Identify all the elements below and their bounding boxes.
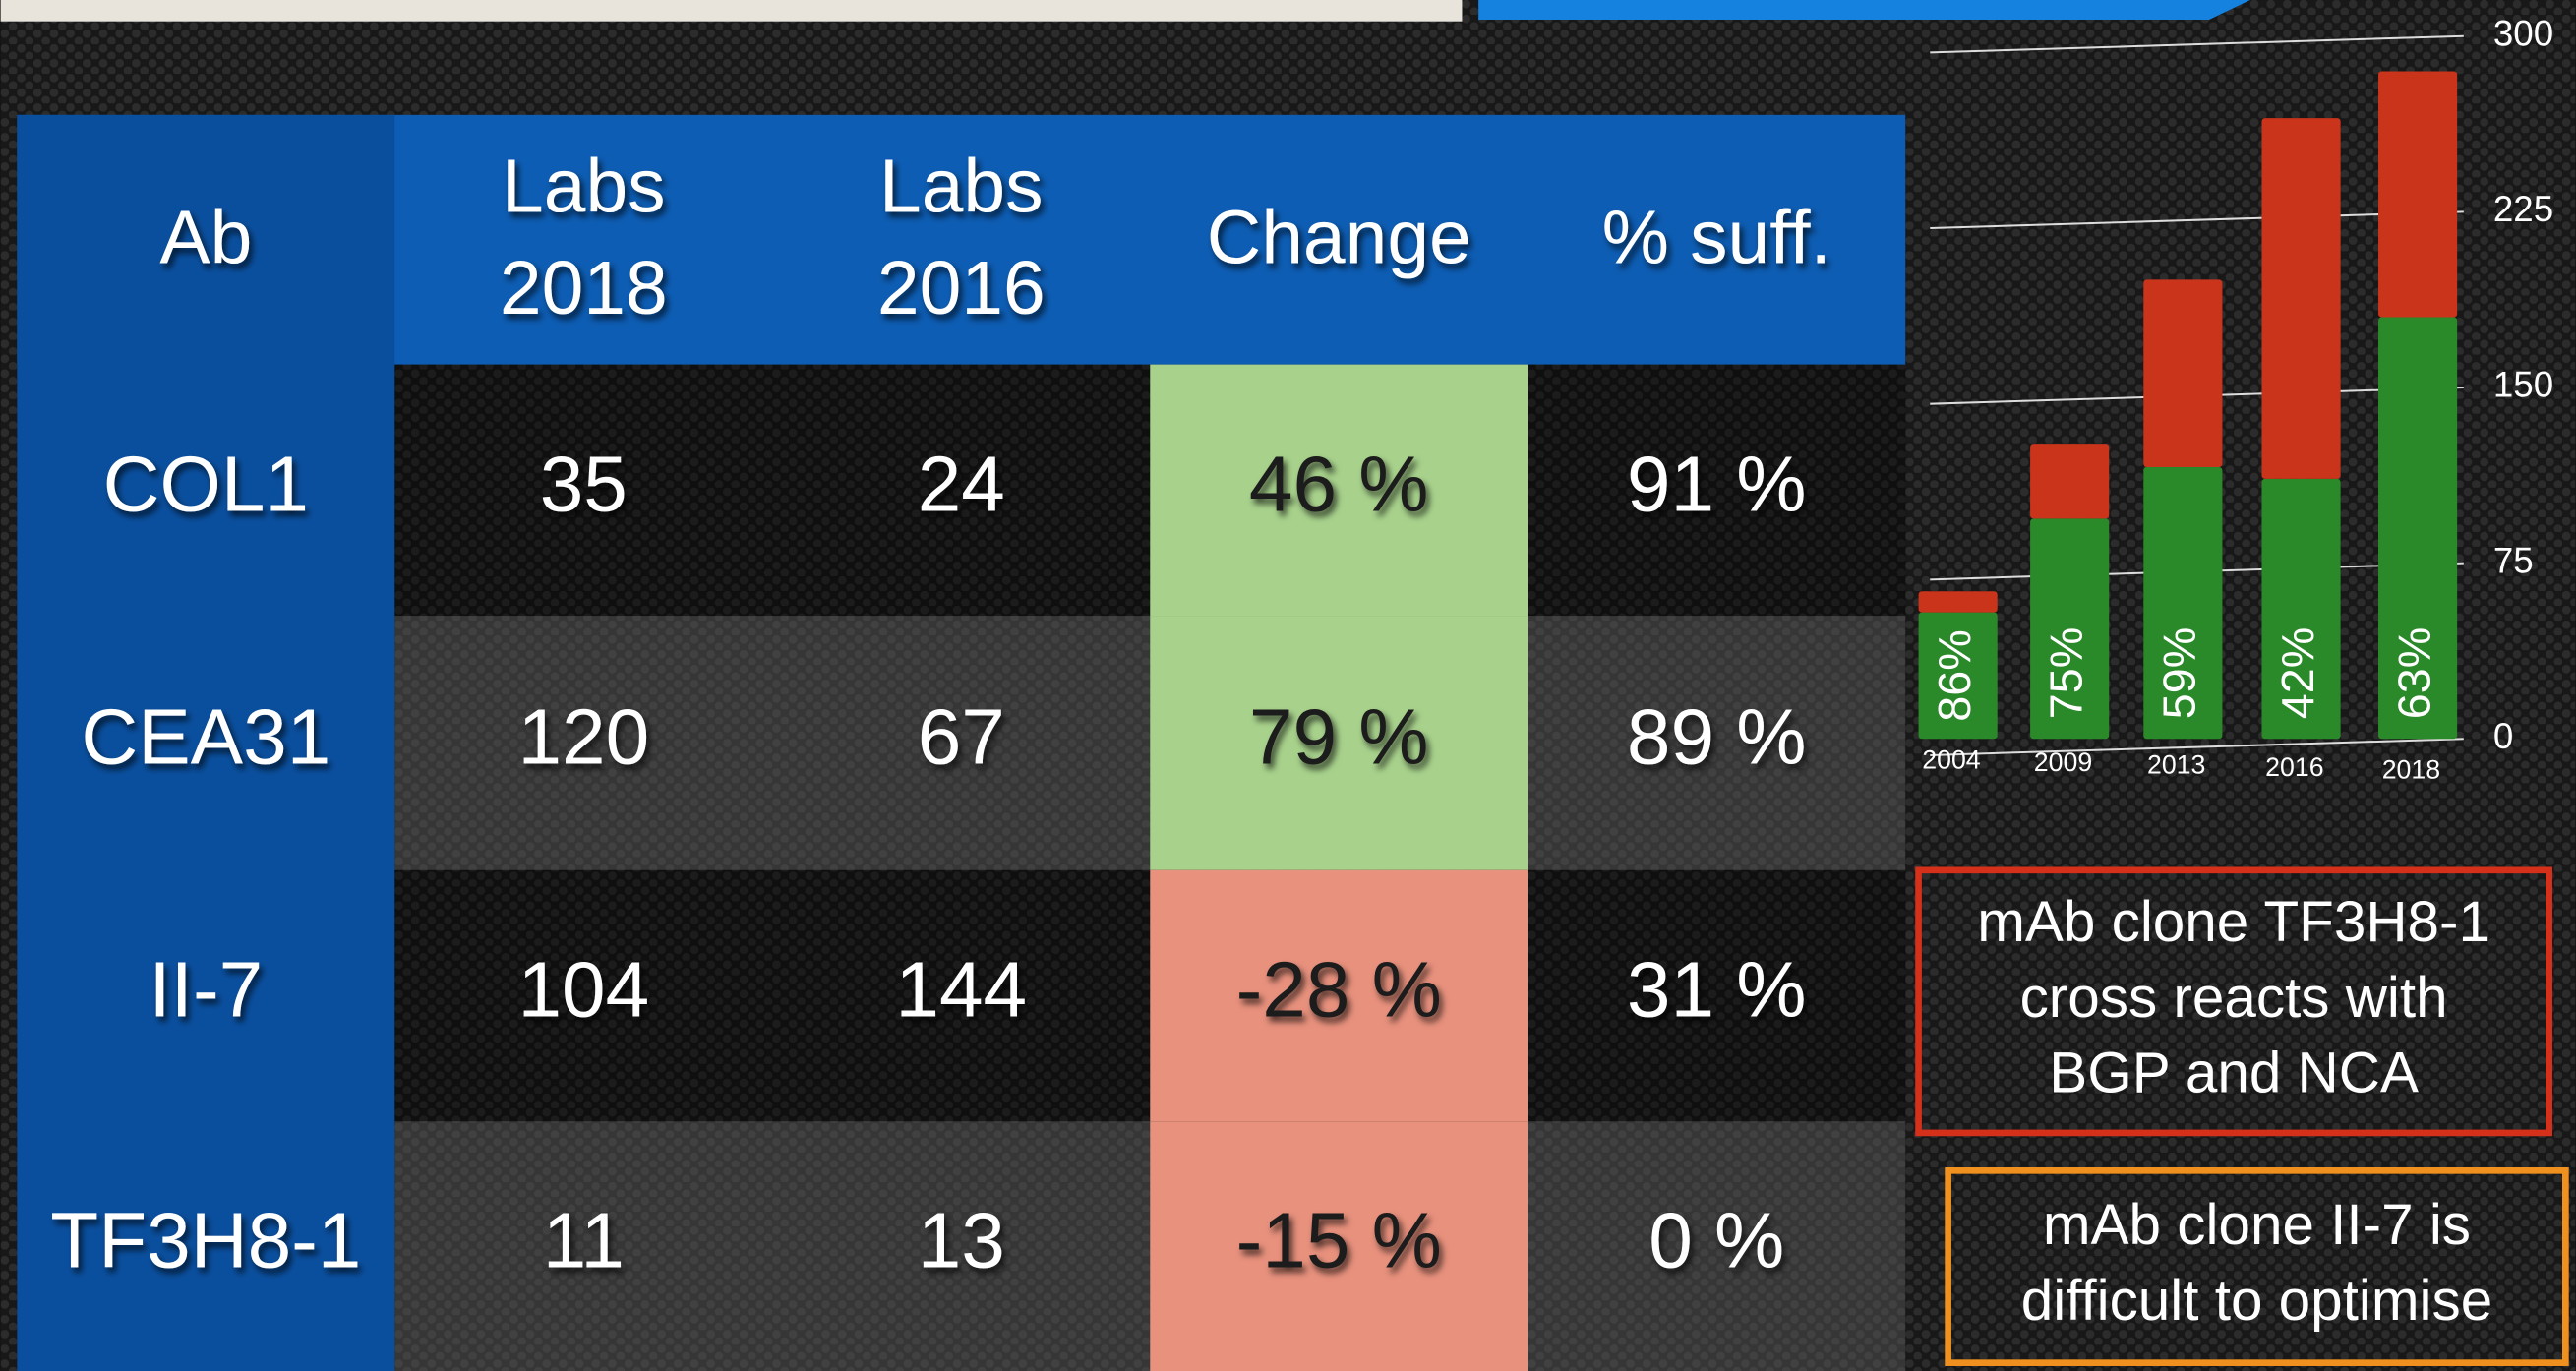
- bar-segment: [1918, 591, 1998, 613]
- x-tick-label: 2016: [2265, 752, 2323, 782]
- cell: 89 %: [1627, 692, 1807, 781]
- x-tick-label: 2013: [2147, 750, 2205, 780]
- cell: 0 %: [1648, 1195, 1784, 1283]
- bar-label: 75%: [2041, 627, 2092, 720]
- x-tick-label: 2018: [2382, 755, 2440, 785]
- cell: -15 %: [1236, 1195, 1442, 1283]
- note-line: mAb clone II-7 is: [2043, 1193, 2471, 1257]
- header-cell: Labs: [879, 145, 1044, 229]
- cell: 120: [517, 692, 649, 781]
- notes: mAb clone TF3H8-1 cross reacts with BGP an…: [1915, 866, 2569, 1366]
- header-cell: Labs: [502, 145, 666, 229]
- grid-line: [1930, 34, 2464, 54]
- note-line: BGP and NCA: [2049, 1042, 2419, 1105]
- bar-segment: [2030, 444, 2110, 519]
- grid-line: [1930, 738, 2464, 756]
- grid-line: [1930, 210, 2464, 230]
- cell: CEA31: [81, 692, 330, 781]
- bar-label: 42%: [2272, 627, 2323, 720]
- bar-segment: [2143, 466, 2223, 740]
- change-bg: [1150, 616, 1528, 870]
- bar-label-group: 86%: [1929, 629, 1980, 722]
- bar-segment: [2143, 279, 2223, 467]
- y-tick-label: 150: [2493, 365, 2553, 405]
- note-box: [1945, 1166, 2569, 1366]
- header-cell: 2016: [877, 246, 1046, 330]
- cell: 144: [895, 945, 1027, 1034]
- note-line: cross reacts with: [2020, 966, 2448, 1030]
- bar-segment: [1918, 612, 1998, 740]
- banner-arrow: [1478, 0, 2250, 21]
- cell: 31 %: [1627, 945, 1807, 1034]
- header-cell: 2018: [500, 246, 668, 330]
- header-cell: % suff.: [1602, 195, 1831, 279]
- cell: 104: [517, 945, 649, 1034]
- y-tick-label: 300: [2493, 13, 2553, 53]
- cell: 91 %: [1627, 440, 1807, 528]
- cell: -28 %: [1236, 945, 1442, 1034]
- cell: COL1: [103, 440, 309, 528]
- change-bg: [1150, 1121, 1528, 1371]
- bar-label-group: 42%: [2272, 627, 2323, 720]
- bar-segment: [2378, 71, 2458, 318]
- bar-label: 59%: [2154, 627, 2205, 720]
- cell: 24: [918, 440, 1005, 528]
- x-tick-label: 2004: [1922, 745, 1981, 775]
- bar-segment: [2378, 317, 2458, 740]
- note-line: difficult to optimise: [2021, 1269, 2493, 1333]
- y-tick-label: 225: [2493, 189, 2553, 229]
- change-bg: [1150, 364, 1528, 617]
- note-box: [1915, 866, 2552, 1137]
- cell: 35: [540, 440, 628, 528]
- cell: 13: [918, 1195, 1005, 1283]
- y-tick-label: 0: [2493, 716, 2513, 756]
- change-bg: [1150, 869, 1528, 1122]
- cell: 46 %: [1249, 440, 1429, 528]
- cell: II-7: [149, 945, 263, 1034]
- note-line: mAb clone TF3H8-1: [1977, 890, 2490, 954]
- x-tick-label: 2009: [2034, 747, 2092, 777]
- bar-label: 86%: [1929, 629, 1980, 722]
- cell: 67: [918, 692, 1005, 781]
- chart: 0 75 150 225 300 86% 2004 75% 2009 59% 2013 42% 2016…: [1918, 13, 2553, 785]
- bar-label-group: 63%: [2388, 627, 2439, 720]
- bar-label: 63%: [2388, 627, 2439, 720]
- first-col-bg: [17, 114, 395, 1371]
- cell: 79 %: [1249, 692, 1429, 781]
- bar-segment: [2261, 118, 2341, 479]
- bar-segment: [2030, 518, 2110, 740]
- table: Ab Labs 2018 Labs 2016 Change % suff. COL1 35 24 4…: [17, 114, 1906, 1371]
- cell: 11: [543, 1195, 625, 1283]
- header-cell: Change: [1207, 195, 1471, 279]
- bar-label-group: 75%: [2041, 627, 2092, 720]
- bar-segment: [2261, 478, 2341, 740]
- bar-label-group: 59%: [2154, 627, 2205, 720]
- header-cell: Ab: [159, 195, 252, 279]
- y-tick-label: 75: [2493, 540, 2534, 580]
- cell: TF3H8-1: [50, 1195, 361, 1283]
- logo-strip: [0, 0, 1463, 22]
